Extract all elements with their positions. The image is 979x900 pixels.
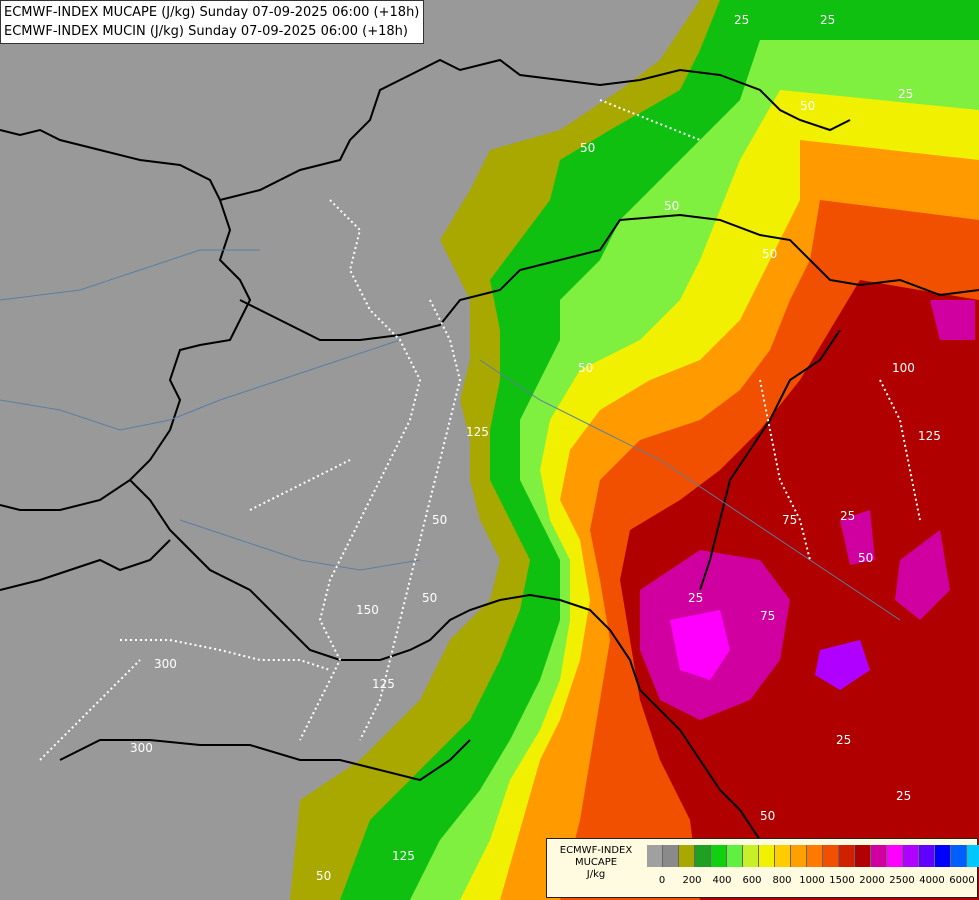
contour-label: 150 <box>356 603 379 617</box>
mucape-title: ECMWF-INDEX MUCAPE (J/kg) Sunday 07-09-2… <box>4 5 420 20</box>
legend-swatch <box>839 845 855 867</box>
legend-swatch <box>791 845 807 867</box>
legend-swatch <box>743 845 759 867</box>
contour-label: 25 <box>898 87 913 101</box>
legend-tick-label: 0 <box>658 875 666 886</box>
legend-swatch <box>871 845 887 867</box>
contour-label: 100 <box>892 361 915 375</box>
legend-tick-label: 6000 <box>949 875 975 886</box>
legend-swatch <box>919 845 935 867</box>
cape-magenta-spot-ne <box>930 300 975 340</box>
contour-label: 50 <box>578 361 593 375</box>
contour-label: 50 <box>580 141 595 155</box>
contour-label: 50 <box>760 809 775 823</box>
legend-label: ECMWF-INDEX MUCAPE J/kg <box>551 845 641 881</box>
legend-swatch <box>727 845 743 867</box>
legend-swatch <box>647 845 663 867</box>
mucin-contours <box>39 99 921 761</box>
contour-label: 50 <box>858 551 873 565</box>
mucin-title: ECMWF-INDEX MUCIN (J/kg) Sunday 07-09-20… <box>4 24 408 39</box>
contour-label: 25 <box>840 509 855 523</box>
legend-tick-label: 2000 <box>859 875 885 886</box>
contour-label-group: 25 25 50 25 50 50 50 100 125 125 75 25 2… <box>130 13 941 883</box>
contour-label: 50 <box>432 513 447 527</box>
contour-label: 50 <box>800 99 815 113</box>
legend-swatches <box>647 845 979 867</box>
legend-swatch <box>759 845 775 867</box>
legend-source: ECMWF-INDEX <box>559 845 633 856</box>
cape-dark-red-area <box>620 280 979 900</box>
contour-label: 50 <box>316 869 331 883</box>
contour-label: 25 <box>734 13 749 27</box>
legend-swatch <box>711 845 727 867</box>
legend-swatch <box>679 845 695 867</box>
legend-variable: MUCAPE <box>574 857 618 868</box>
contour-label: 50 <box>762 247 777 261</box>
legend-swatch <box>887 845 903 867</box>
legend-swatch <box>823 845 839 867</box>
contour-label: 50 <box>422 591 437 605</box>
contour-label: 300 <box>154 657 177 671</box>
map-title-box: ECMWF-INDEX MUCAPE (J/kg) Sunday 07-09-2… <box>0 0 425 44</box>
contour-label: 25 <box>688 591 703 605</box>
legend-unit: J/kg <box>586 869 606 880</box>
contour-label: 25 <box>820 13 835 27</box>
legend-tick-label: 200 <box>682 875 702 886</box>
country-borders <box>0 58 979 881</box>
legend-tick-label: 1500 <box>829 875 855 886</box>
legend-swatch <box>855 845 871 867</box>
legend-tick-label: 800 <box>772 875 792 886</box>
contour-label: 125 <box>392 849 415 863</box>
rivers <box>0 249 901 621</box>
contour-label: 25 <box>896 789 911 803</box>
legend-swatch <box>935 845 951 867</box>
legend-tick-label: 4000 <box>919 875 945 886</box>
cape-violet-spot <box>815 640 870 690</box>
contour-label: 75 <box>760 609 775 623</box>
legend-tick-label: 400 <box>712 875 732 886</box>
contour-label: 300 <box>130 741 153 755</box>
cape-magenta-spot-east <box>895 530 950 620</box>
legend-tick-label: 2500 <box>889 875 915 886</box>
color-legend: ECMWF-INDEX MUCAPE J/kg 0 200 400 600 800 100… <box>546 838 979 898</box>
legend-swatch <box>903 845 919 867</box>
legend-tick-label: 600 <box>742 875 762 886</box>
contour-label: 125 <box>918 429 941 443</box>
contour-label: 125 <box>372 677 395 691</box>
cape-magenta-spot-mid <box>840 510 875 565</box>
contour-label: 25 <box>836 733 851 747</box>
legend-swatch <box>951 845 967 867</box>
contour-label: 125 <box>466 425 489 439</box>
legend-ticks: 0 200 400 600 800 1000 1500 2000 2500 4000 6000 <box>647 875 975 889</box>
legend-swatch <box>967 845 979 867</box>
cape-bright-magenta-area <box>670 610 730 680</box>
legend-swatch <box>663 845 679 867</box>
legend-swatch <box>807 845 823 867</box>
legend-tick-label: 1000 <box>799 875 825 886</box>
contour-label: 50 <box>664 199 679 213</box>
legend-swatch <box>695 845 711 867</box>
legend-swatch <box>775 845 791 867</box>
contour-label: 75 <box>782 513 797 527</box>
